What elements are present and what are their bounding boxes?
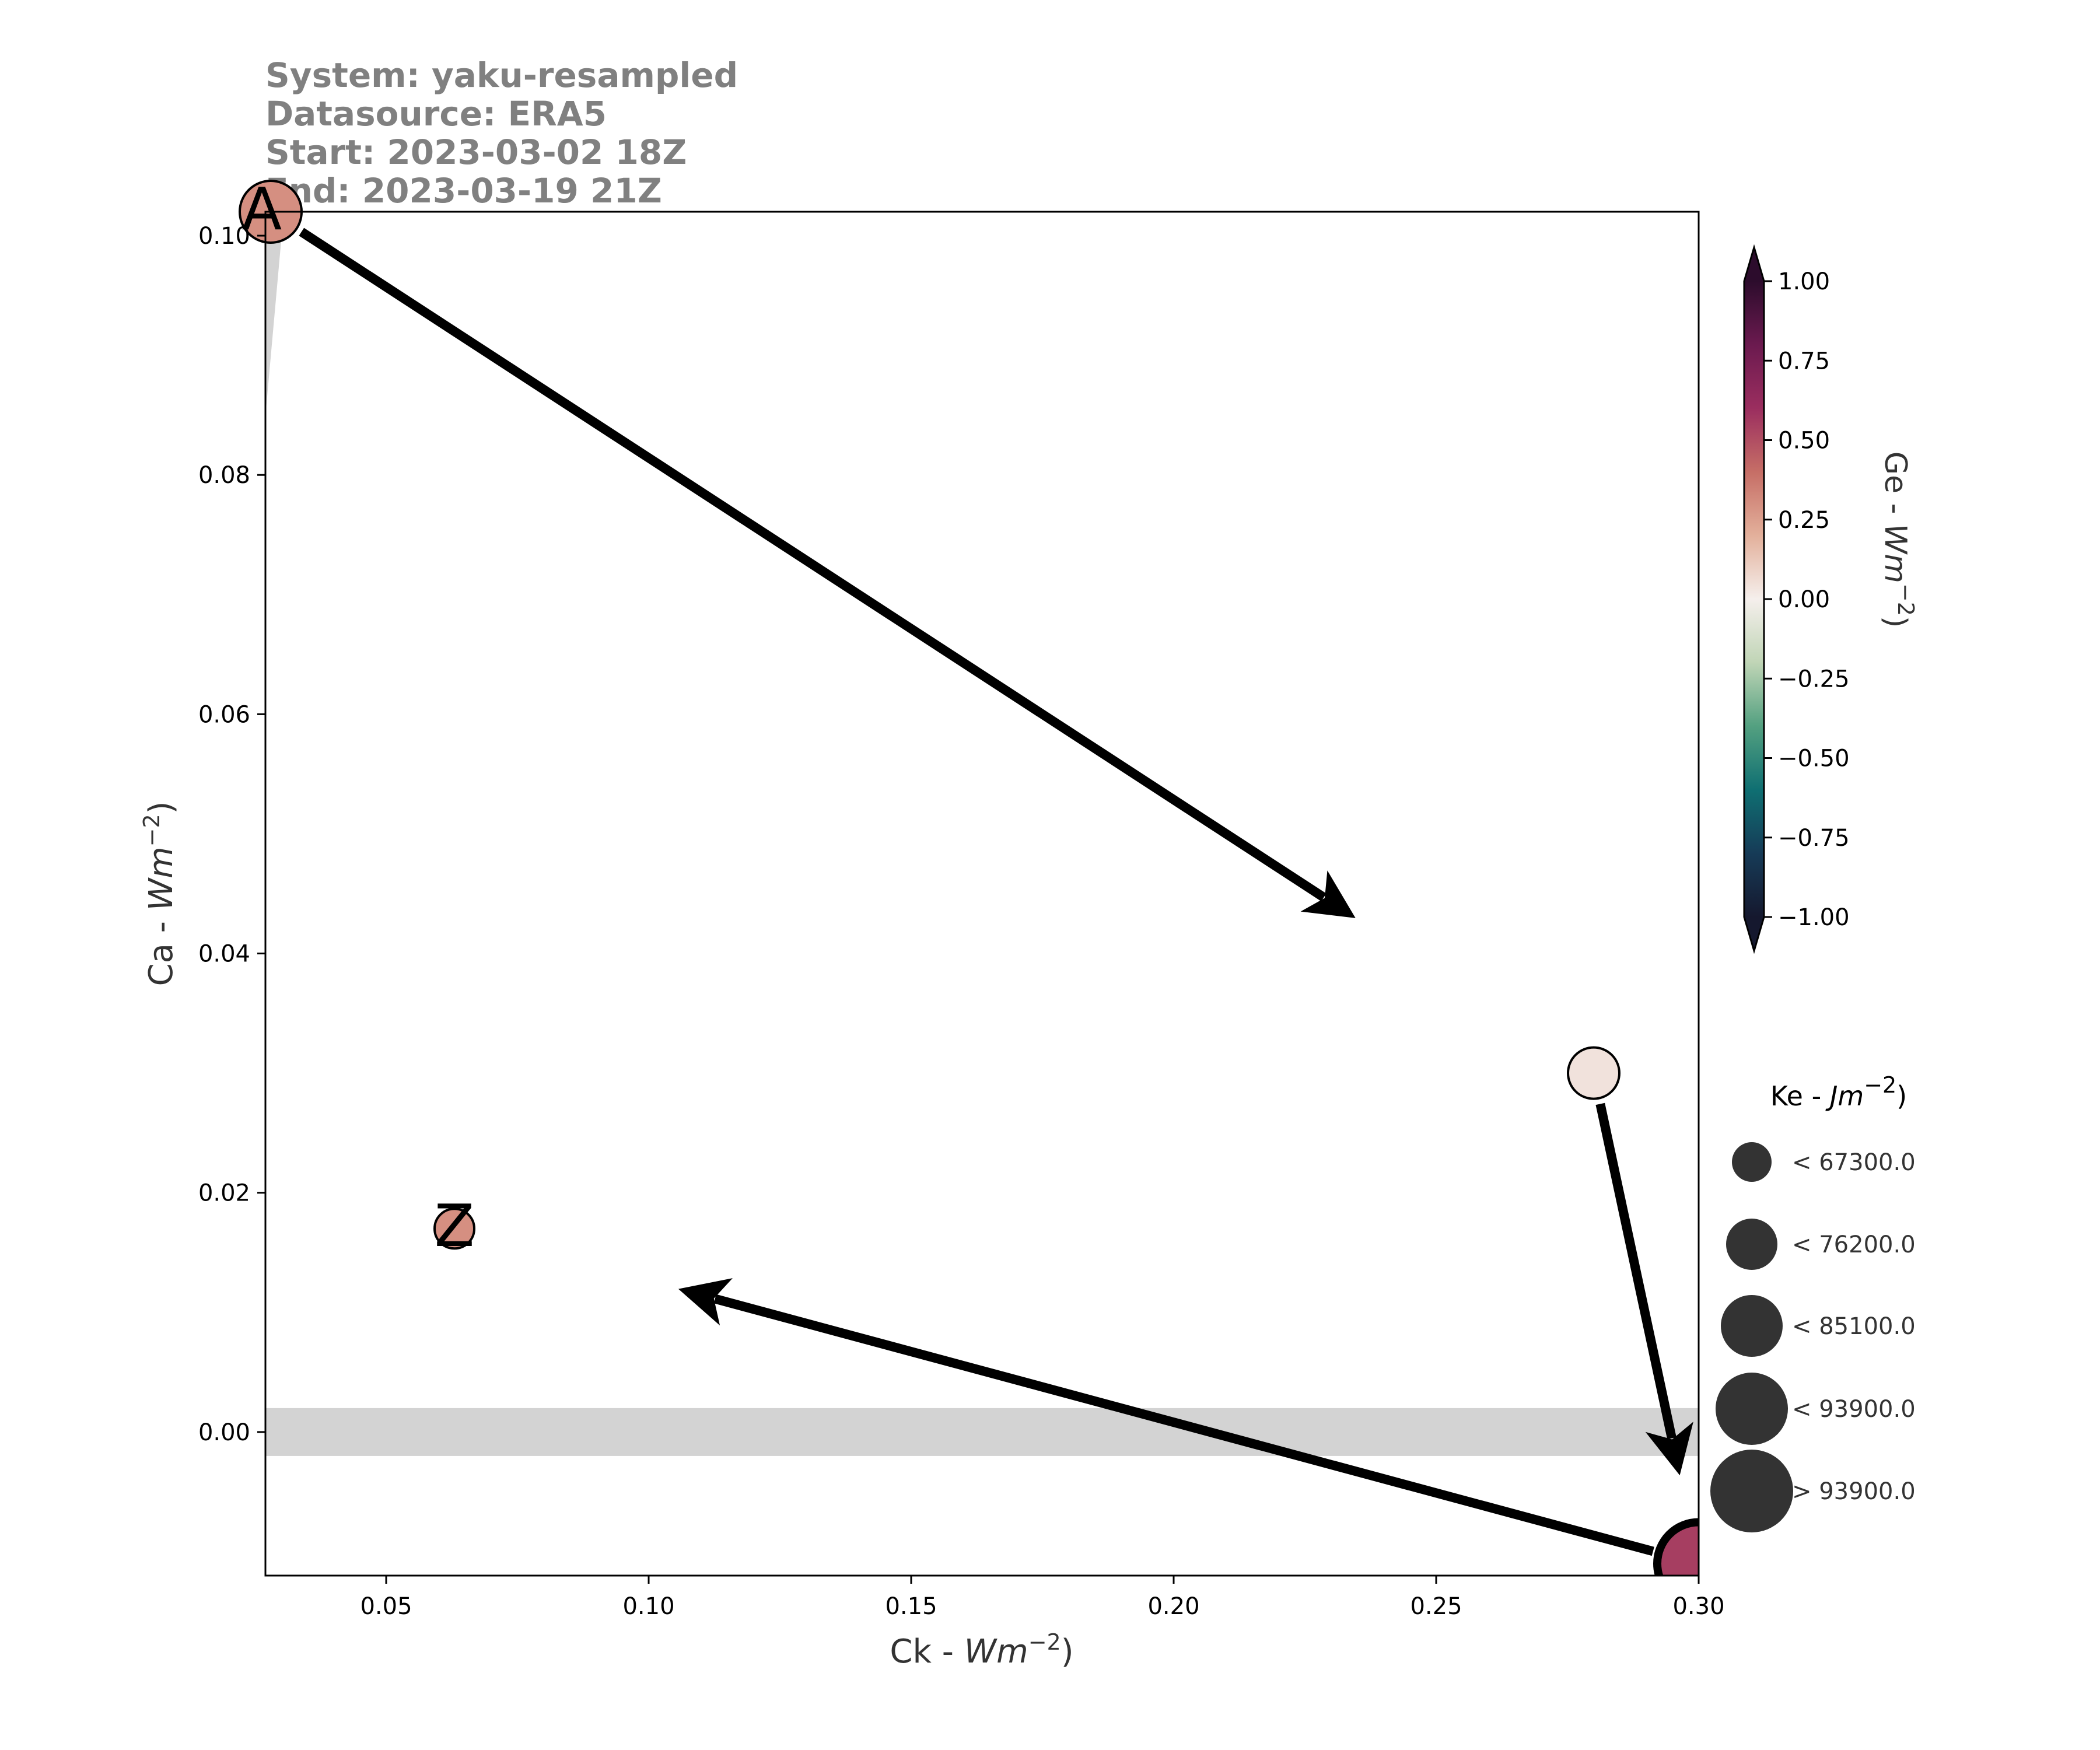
colorbar-extend-bottom	[1744, 917, 1764, 951]
size-legend-marker	[1716, 1373, 1788, 1445]
colorbar	[1744, 281, 1764, 917]
y-tick-label: 0.10	[198, 223, 250, 250]
colorbar-tick-label: 0.00	[1778, 586, 1830, 613]
colorbar-tick-label: −0.75	[1778, 825, 1850, 852]
trajectory-arrow	[713, 1294, 1654, 1556]
x-tick-label: 0.25	[1410, 1593, 1462, 1620]
size-legend-label: > 93900.0	[1792, 1478, 1916, 1505]
y-tick-label: 0.00	[198, 1419, 250, 1446]
colorbar-tick-label: 0.25	[1778, 507, 1830, 534]
data-point	[433, 1208, 475, 1250]
y-tick-label: 0.02	[198, 1180, 250, 1207]
datasource-label: Datasource: ERA5	[265, 94, 607, 134]
end-label: End: 2023-03-19 21Z	[265, 171, 662, 211]
size-legend-label: < 67300.0	[1792, 1149, 1916, 1176]
colorbar-tick-label: 1.00	[1778, 268, 1830, 295]
colorbar-tick-label: 0.75	[1778, 348, 1830, 374]
size-legend-title: Ke - Jm−2)	[1770, 1072, 1907, 1112]
y-tick-label: 0.08	[198, 462, 250, 489]
x-tick-label: 0.15	[885, 1593, 937, 1620]
x-axis-label: Ck - Wm−2)	[890, 1629, 1073, 1671]
plot-frame	[264, 211, 1700, 1577]
colorbar-tick-label: −1.00	[1778, 904, 1850, 931]
y-axis-label: Ca - Wm−2)	[139, 801, 180, 986]
data-point	[1567, 1046, 1620, 1100]
data-point	[1653, 1518, 1699, 1576]
x-tick-label: 0.05	[360, 1593, 412, 1620]
size-legend-label: < 76200.0	[1792, 1231, 1916, 1258]
size-legend-marker	[1726, 1219, 1777, 1270]
size-legend-label: < 93900.0	[1792, 1396, 1916, 1423]
trajectory-arrow	[299, 228, 1326, 902]
colorbar-tick-label: 0.50	[1778, 428, 1830, 454]
trajectory-arrow	[1595, 1102, 1676, 1440]
y-tick-label: 0.06	[198, 701, 250, 728]
x-tick-label: 0.10	[622, 1593, 674, 1620]
x-tick-label: 0.20	[1147, 1593, 1199, 1620]
colorbar-tick-label: −0.25	[1778, 666, 1850, 692]
trajectory-arrowhead	[1300, 870, 1356, 918]
shaded-band-vertical	[265, 212, 284, 416]
x-tick-label: 0.30	[1672, 1593, 1724, 1620]
point-label-z: Z	[435, 1192, 475, 1260]
colorbar-label: Ge - Wm−2)	[1878, 452, 1919, 628]
size-legend-marker	[1710, 1450, 1793, 1532]
trajectory-arrowhead	[1645, 1422, 1693, 1476]
trajectory-arrowhead	[678, 1278, 733, 1326]
shaded-band-horizontal	[265, 1408, 1699, 1456]
point-label-a: A	[242, 175, 282, 243]
y-tick-label: 0.04	[198, 941, 250, 968]
start-label: Start: 2023-03-02 18Z	[265, 132, 687, 172]
size-legend-marker	[1732, 1142, 1772, 1182]
size-legend-label: < 85100.0	[1792, 1313, 1916, 1340]
colorbar-extend-top	[1744, 247, 1764, 281]
colorbar-tick-label: −0.50	[1778, 746, 1850, 772]
system-label: System: yaku-resampled	[265, 55, 738, 95]
size-legend-marker	[1721, 1295, 1783, 1357]
